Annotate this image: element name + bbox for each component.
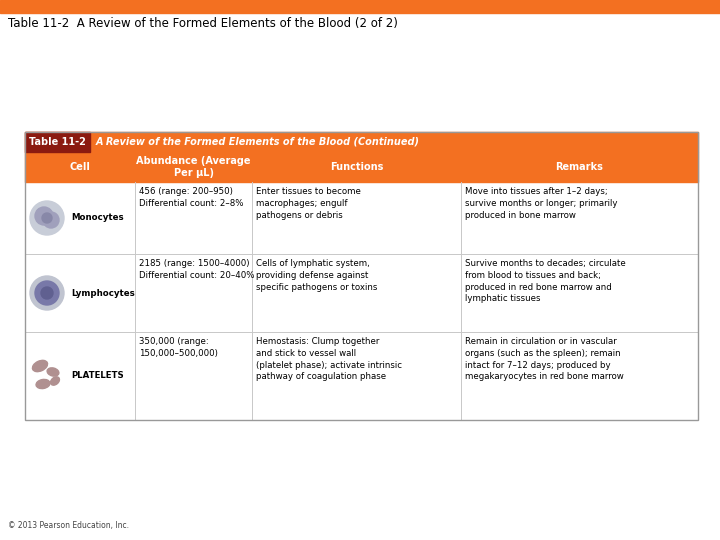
Circle shape <box>35 281 59 305</box>
Text: A Review of the Formed Elements of the Blood (Continued): A Review of the Formed Elements of the B… <box>96 137 420 147</box>
Ellipse shape <box>36 380 50 389</box>
Text: Abundance (Average
Per µL): Abundance (Average Per µL) <box>136 156 251 178</box>
Text: Table 11-2  A Review of the Formed Elements of the Blood (2 of 2): Table 11-2 A Review of the Formed Elemen… <box>8 17 398 30</box>
Text: Remarks: Remarks <box>556 162 603 172</box>
Text: Monocytes: Monocytes <box>71 213 124 222</box>
Ellipse shape <box>47 368 59 376</box>
Bar <box>25 132 90 152</box>
Circle shape <box>42 213 52 223</box>
Text: Cells of lymphatic system,
providing defense against
specific pathogens or toxin: Cells of lymphatic system, providing def… <box>256 259 378 292</box>
Bar <box>0 0 720 13</box>
Text: Survive months to decades; circulate
from blood to tissues and back;
produced in: Survive months to decades; circulate fro… <box>465 259 626 303</box>
Circle shape <box>43 212 59 228</box>
Text: Hemostasis: Clump together
and stick to vessel wall
(platelet phase); activate i: Hemostasis: Clump together and stick to … <box>256 337 402 381</box>
Text: © 2013 Pearson Education, Inc.: © 2013 Pearson Education, Inc. <box>8 521 129 530</box>
Bar <box>25 254 698 332</box>
Text: Table 11-2: Table 11-2 <box>29 137 86 147</box>
Text: 350,000 (range:
150,000–500,000): 350,000 (range: 150,000–500,000) <box>139 337 217 358</box>
Circle shape <box>30 201 64 235</box>
Text: PLATELETS: PLATELETS <box>71 372 124 381</box>
Text: 456 (range: 200–950)
Differential count: 2–8%: 456 (range: 200–950) Differential count:… <box>139 187 243 208</box>
Text: Cell: Cell <box>69 162 90 172</box>
Text: Move into tissues after 1–2 days;
survive months or longer; primarily
produced i: Move into tissues after 1–2 days; surviv… <box>465 187 618 220</box>
Text: 2185 (range: 1500–4000)
Differential count: 20–40%: 2185 (range: 1500–4000) Differential cou… <box>139 259 254 280</box>
Circle shape <box>35 207 53 225</box>
Text: Functions: Functions <box>330 162 384 172</box>
Text: Enter tissues to become
macrophages; engulf
pathogens or debris: Enter tissues to become macrophages; eng… <box>256 187 361 220</box>
Bar <box>25 332 698 420</box>
Bar <box>25 182 698 254</box>
Bar <box>25 132 698 420</box>
Ellipse shape <box>50 377 60 385</box>
Ellipse shape <box>32 360 48 372</box>
Text: Remain in circulation or in vascular
organs (such as the spleen); remain
intact : Remain in circulation or in vascular org… <box>465 337 624 381</box>
Bar <box>25 132 698 152</box>
Circle shape <box>41 287 53 299</box>
Circle shape <box>30 276 64 310</box>
Text: Lymphocytes: Lymphocytes <box>71 288 135 298</box>
Bar <box>25 152 698 182</box>
